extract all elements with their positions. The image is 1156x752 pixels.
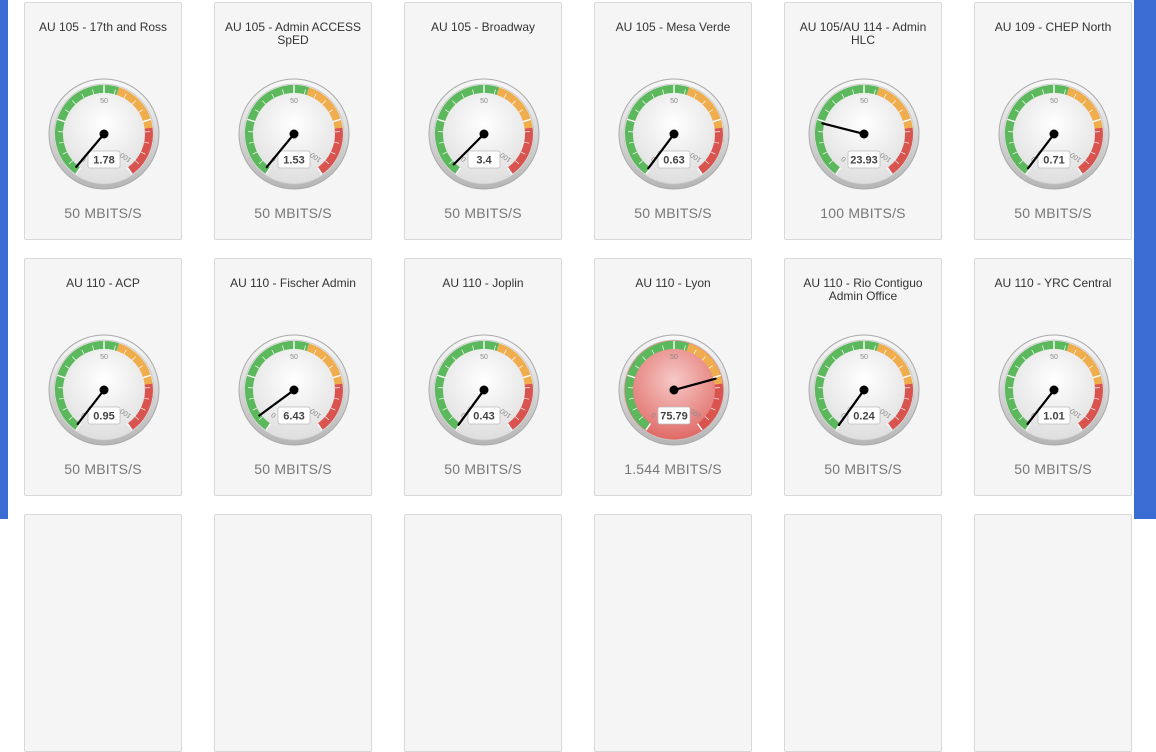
tile-bandwidth-label: 50 MBITS/S (215, 461, 371, 477)
gauge-label-mid: 50 (100, 354, 108, 361)
gauge-needle-hub (1050, 386, 1059, 395)
gauge-tile[interactable]: AU 110 - YRC Central 5001001.01 50 MBITS/S (974, 258, 1132, 496)
gauge-label-mid: 50 (670, 98, 678, 105)
gauge-tile-partial[interactable] (974, 514, 1132, 752)
gauge-label-mid: 50 (290, 354, 298, 361)
gauge-needle-hub (670, 130, 679, 139)
gauge-label-mid: 50 (670, 354, 678, 361)
gauge-value-text: 3.4 (476, 155, 492, 167)
gauge-value-text: 0.71 (1043, 155, 1064, 167)
tile-bandwidth-label: 50 MBITS/S (25, 461, 181, 477)
speed-gauge: 5001001.01 (998, 334, 1110, 446)
tile-bandwidth-label: 100 MBITS/S (785, 205, 941, 221)
gauge-value-text: 1.01 (1043, 411, 1064, 423)
gauge-tile-partial[interactable] (404, 514, 562, 752)
gauge-label-mid: 50 (1050, 98, 1058, 105)
tile-title: AU 109 - CHEP North (983, 21, 1123, 34)
gauge-label-mid: 50 (100, 98, 108, 105)
gauge-value-text: 0.43 (473, 411, 494, 423)
gauge-tile-partial[interactable] (594, 514, 752, 752)
tile-bandwidth-label: 1.544 MBITS/S (595, 461, 751, 477)
gauge-needle-hub (290, 386, 299, 395)
gauge-value-text: 75.79 (660, 411, 688, 423)
tile-title: AU 110 - Lyon (603, 277, 743, 290)
tile-bandwidth-label: 50 MBITS/S (405, 205, 561, 221)
gauge-value-text: 6.43 (283, 411, 304, 423)
gauge-value-text: 0.63 (663, 155, 684, 167)
gauge-value-text: 1.78 (93, 155, 114, 167)
tile-title: AU 110 - Fischer Admin (223, 277, 363, 290)
gauge-needle-hub (860, 130, 869, 139)
tile-bandwidth-label: 50 MBITS/S (975, 461, 1131, 477)
tile-bandwidth-label: 50 MBITS/S (595, 205, 751, 221)
speed-gauge: 5001001.53 (238, 78, 350, 190)
gauge-needle-hub (100, 130, 109, 139)
gauge-value-text: 0.24 (853, 411, 875, 423)
tile-bandwidth-label: 50 MBITS/S (25, 205, 181, 221)
tile-title: AU 110 - Joplin (413, 277, 553, 290)
tile-title: AU 105 - Mesa Verde (603, 21, 743, 34)
gauge-needle-hub (290, 130, 299, 139)
tile-title: AU 105 - 17th and Ross (33, 21, 173, 34)
tile-bandwidth-label: 50 MBITS/S (785, 461, 941, 477)
gauge-tile-partial[interactable] (214, 514, 372, 752)
gauge-tile-partial[interactable] (784, 514, 942, 752)
tile-bandwidth-label: 50 MBITS/S (405, 461, 561, 477)
tile-title: AU 105 - Admin ACCESS SpED (223, 21, 363, 47)
tile-title: AU 105 - Broadway (413, 21, 553, 34)
tile-title: AU 110 - YRC Central (983, 277, 1123, 290)
gauge-tile[interactable]: AU 105 - 17th and Ross 5001001.78 50 MBITS… (24, 2, 182, 240)
gauge-needle-hub (100, 386, 109, 395)
tile-bandwidth-label: 50 MBITS/S (975, 205, 1131, 221)
gauge-label-mid: 50 (1050, 354, 1058, 361)
gauge-label-mid: 50 (480, 354, 488, 361)
gauge-label-mid: 50 (290, 98, 298, 105)
tile-title: AU 110 - ACP (33, 277, 173, 290)
tile-bandwidth-label: 50 MBITS/S (215, 205, 371, 221)
gauge-needle-hub (480, 386, 489, 395)
gauge-value-text: 1.53 (283, 155, 304, 167)
gauge-grid: AU 105 - 17th and Ross 5001001.78 50 MBITS… (0, 0, 1156, 519)
tile-title: AU 110 - Rio Contiguo Admin Office (793, 277, 933, 303)
gauge-needle-hub (860, 386, 869, 395)
gauge-label-mid: 50 (860, 98, 868, 105)
gauge-tile[interactable]: AU 105 - Admin ACCESS SpED 5001001.53 50 M… (214, 2, 372, 240)
gauge-label-mid: 50 (480, 98, 488, 105)
gauge-label-mid: 50 (860, 354, 868, 361)
speed-gauge: 5001001.78 (48, 78, 160, 190)
gauge-needle-hub (480, 130, 489, 139)
gauge-tile-partial[interactable] (24, 514, 182, 752)
gauge-value-text: 0.95 (93, 411, 114, 423)
gauge-needle-hub (1050, 130, 1059, 139)
tile-title: AU 105/AU 114 - Admin HLC (793, 21, 933, 47)
gauge-value-text: 23.93 (850, 155, 878, 167)
gauge-needle-hub (670, 386, 679, 395)
